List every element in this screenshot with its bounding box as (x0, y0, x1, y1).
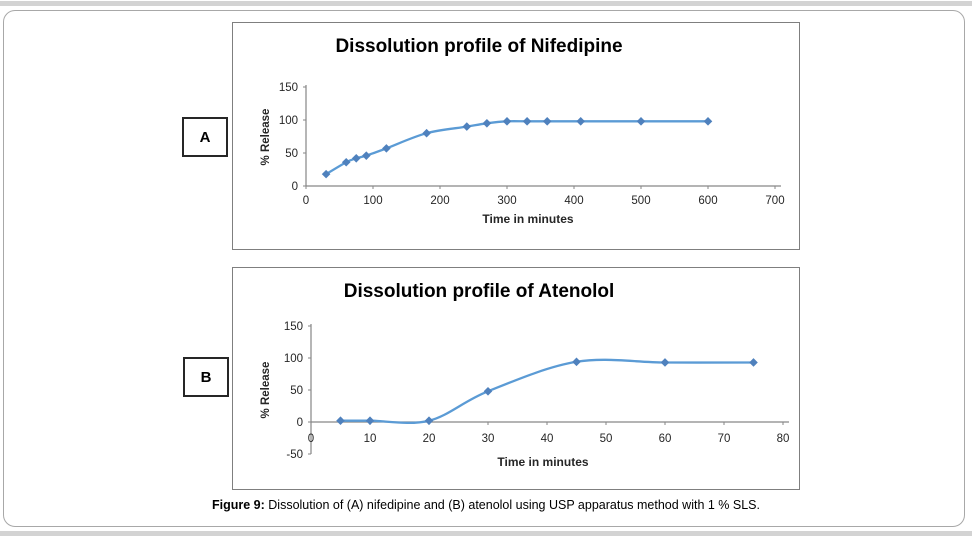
figure-caption-body: Dissolution of (A) nifedipine and (B) at… (264, 498, 760, 512)
chart-a-plot: 0 50 100 150 0 100 200 300 400 500 600 700 (279, 82, 785, 207)
svg-text:600: 600 (698, 195, 717, 207)
svg-text:200: 200 (430, 195, 449, 207)
svg-text:0: 0 (303, 195, 309, 207)
svg-text:100: 100 (279, 115, 298, 127)
svg-text:30: 30 (482, 433, 495, 445)
svg-text:60: 60 (659, 433, 672, 445)
figure-caption: Figure 9: Dissolution of (A) nifedipine … (0, 498, 972, 512)
svg-text:0: 0 (292, 181, 298, 193)
svg-text:10: 10 (364, 433, 377, 445)
chart-a-x-axis-title: Time in minutes (482, 212, 574, 226)
svg-text:-50: -50 (286, 449, 303, 461)
svg-text:70: 70 (718, 433, 731, 445)
chart-b-title: Dissolution profile of Atenolol (343, 281, 615, 302)
page-top-strip (0, 1, 972, 6)
svg-text:100: 100 (284, 353, 303, 365)
svg-text:500: 500 (631, 195, 650, 207)
svg-text:50: 50 (290, 385, 303, 397)
page-bottom-strip (0, 531, 972, 536)
chart-b-y-axis-title: % Release (260, 361, 272, 419)
svg-text:150: 150 (284, 321, 303, 333)
figure-caption-prefix: Figure 9: (212, 498, 265, 512)
panel-label-a-box: A (182, 117, 228, 157)
svg-text:20: 20 (423, 433, 436, 445)
svg-text:50: 50 (600, 433, 613, 445)
svg-text:0: 0 (308, 433, 314, 445)
svg-text:400: 400 (564, 195, 583, 207)
svg-text:80: 80 (777, 433, 790, 445)
chart-a-title: Dissolution profile of Nifedipine (335, 36, 623, 57)
svg-text:300: 300 (497, 195, 516, 207)
svg-text:100: 100 (363, 195, 382, 207)
svg-text:50: 50 (285, 148, 298, 160)
panel-label-b-box: B (183, 357, 229, 397)
panel-label-a: A (199, 128, 211, 146)
chart-b-plot: -50 0 50 100 150 0 10 20 30 40 50 60 70 80 (284, 321, 790, 461)
svg-text:0: 0 (297, 417, 303, 429)
svg-text:40: 40 (541, 433, 554, 445)
svg-text:700: 700 (765, 195, 784, 207)
panel-label-b: B (200, 368, 212, 386)
chart-a-y-axis-title: % Release (260, 108, 272, 166)
chart-b-panel: -50 0 50 100 150 0 10 20 30 40 50 60 70 80 Dissolutio… (232, 267, 800, 490)
chart-b-x-axis-title: Time in minutes (497, 455, 589, 469)
svg-text:150: 150 (279, 82, 298, 94)
chart-a-panel: 0 50 100 150 0 100 200 300 400 500 600 700 Dissolut… (232, 22, 800, 250)
